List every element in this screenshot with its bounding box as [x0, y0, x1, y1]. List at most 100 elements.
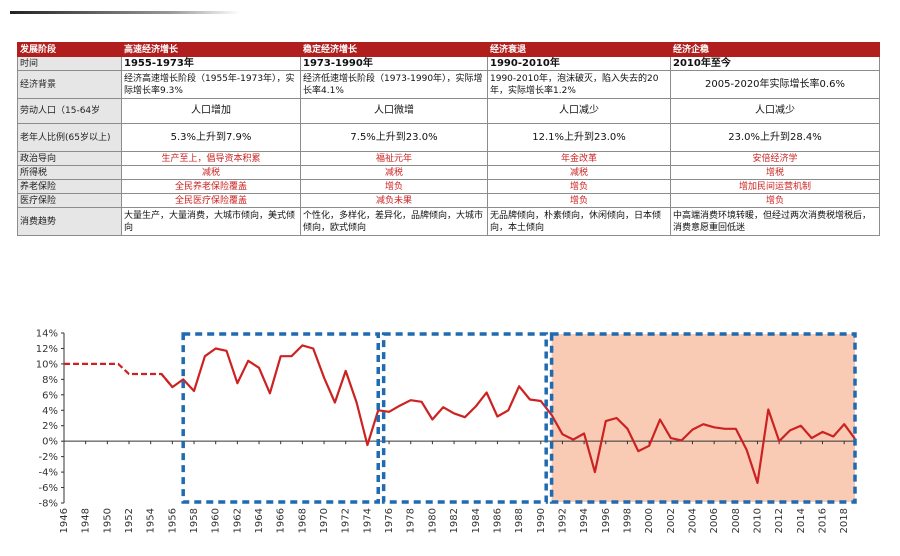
x-tick-label: 1958 — [189, 508, 200, 533]
x-tick-label: 1972 — [341, 508, 352, 533]
header-cell: 经济企稳 — [670, 42, 880, 57]
table-header-row: 发展阶段 高速经济增长 稳定经济增长 经济衰退 经济企稳 — [17, 42, 880, 57]
x-tick-label: 1988 — [514, 508, 525, 533]
table-cell: 增负 — [487, 193, 671, 208]
table-cell: 12.1%上升到23.0% — [487, 123, 671, 152]
table-cell: 人口减少 — [670, 98, 880, 124]
title-rule — [10, 11, 240, 14]
table-cell: 增负 — [300, 179, 488, 194]
y-tick-label: -2% — [39, 452, 58, 463]
table-cell: 减税 — [300, 165, 488, 180]
y-tick-label: 2% — [42, 421, 58, 432]
row-label: 医疗保险 — [17, 193, 122, 208]
table-cell: 生产至上，倡导资本积累 — [121, 151, 301, 166]
y-tick-label: 14% — [36, 329, 58, 340]
table-cell: 减税 — [121, 165, 301, 180]
y-tick-label: 0% — [42, 437, 58, 448]
y-tick-label: 8% — [42, 375, 58, 386]
y-tick-label: -6% — [39, 483, 58, 494]
x-tick-label: 2012 — [774, 508, 785, 533]
table-cell: 大量生产，大量消费，大城市倾向，美式倾向 — [121, 207, 301, 236]
x-tick-label: 1970 — [319, 508, 330, 533]
row-label: 劳动人口（15-64岁 — [17, 98, 122, 124]
y-tick-label: 10% — [36, 359, 58, 370]
x-tick-label: 1968 — [297, 508, 308, 533]
x-tick-label: 1960 — [211, 508, 222, 533]
table-cell: 年金改革 — [487, 151, 671, 166]
table-cell: 人口微增 — [300, 98, 488, 124]
series-line-dashed — [64, 362, 174, 388]
table-cell: 2010年至今 — [670, 56, 880, 71]
table-cell: 福祉元年 — [300, 151, 488, 166]
phase-box — [381, 332, 548, 504]
header-cell: 经济衰退 — [487, 42, 671, 57]
x-tick-label: 1980 — [427, 508, 438, 533]
phase-box — [549, 332, 857, 504]
table-cell: 5.3%上升到7.9% — [121, 123, 301, 152]
x-tick-label: 1982 — [449, 508, 460, 533]
row-label: 养老保险 — [17, 179, 122, 194]
table-cell: 经济高速增长阶段（1955年-1973年），实际增长率9.3% — [121, 70, 301, 99]
table-cell: 减税 — [487, 165, 671, 180]
table-cell: 全民医疗保险覆盖 — [121, 193, 301, 208]
y-tick-label: -8% — [39, 499, 58, 510]
x-tick-label: 1954 — [146, 508, 157, 533]
table-cell: 人口增加 — [121, 98, 301, 124]
x-tick-label: 2008 — [731, 508, 742, 533]
table-row: 老年人比例(65岁以上) 5.3%上升到7.9% 7.5%上升到23.0% 12… — [17, 123, 880, 152]
table-cell: 安倍经济学 — [670, 151, 880, 166]
x-tick-label: 2000 — [644, 508, 655, 533]
table-cell: 中高端消费环境转暖，但经过两次消费税增税后，消费意愿重回低迷 — [670, 207, 880, 236]
x-tick-label: 1946 — [59, 508, 70, 533]
x-tick-label: 1992 — [557, 508, 568, 533]
header-cell: 稳定经济增长 — [300, 42, 488, 57]
growth-rate-chart: 14% 12% 10% 8% 6% 4% 2% 0% -2% -4% -6% -8% 1946 1948… — [36, 329, 857, 533]
x-tick-label: 2004 — [687, 508, 698, 533]
table-row: 经济背景 经济高速增长阶段（1955年-1973年），实际增长率9.3% 经济低… — [17, 70, 880, 99]
table-cell: 2005-2020年实际增长率0.6% — [670, 70, 880, 99]
x-tick-label: 2006 — [709, 508, 720, 533]
series-line-solid — [160, 344, 856, 484]
table-row: 养老保险 全民养老保险覆盖 增负 增负 增加民间运营机制 — [17, 179, 880, 194]
table-row: 时间 1955-1973年 1973-1990年 1990-2010年 2010… — [17, 56, 880, 71]
table-cell: 7.5%上升到23.0% — [300, 123, 488, 152]
x-tick-label: 1964 — [254, 508, 265, 533]
table-cell: 无品牌倾向，朴素倾向，休闲倾向，日本倾向，本土倾向 — [487, 207, 671, 236]
x-tick-label: 1948 — [81, 508, 92, 533]
table-row: 劳动人口（15-64岁 人口增加 人口微增 人口减少 人口减少 — [17, 98, 880, 124]
table-row: 消费趋势 大量生产，大量消费，大城市倾向，美式倾向 个性化，多样化，差异化，品牌… — [17, 207, 880, 236]
table-cell: 1973-1990年 — [300, 56, 488, 71]
x-tick-label: 1962 — [232, 508, 243, 533]
table-cell: 1990-2010年 — [487, 56, 671, 71]
table-cell: 23.0%上升到28.4% — [670, 123, 880, 152]
y-tick-label: 4% — [42, 406, 58, 417]
x-tick-label: 1990 — [536, 508, 547, 533]
x-tick-label: 2016 — [817, 508, 828, 533]
table-row: 医疗保险 全民医疗保险覆盖 减负未果 增负 增负 — [17, 193, 880, 208]
phase-box — [181, 332, 380, 504]
x-tick-label: 1956 — [167, 508, 178, 533]
table-row: 政治导向 生产至上，倡导资本积累 福祉元年 年金改革 安倍经济学 — [17, 151, 880, 166]
table-cell: 经济低速增长阶段（1973-1990年），实际增长率4.1% — [300, 70, 488, 99]
table-cell: 减负未果 — [300, 193, 488, 208]
table-row: 所得税 减税 减税 减税 增税 — [17, 165, 880, 180]
x-tick-label: 1974 — [362, 508, 373, 533]
y-tick-label: 12% — [36, 344, 58, 355]
y-tick-label: -4% — [39, 468, 58, 479]
row-label: 经济背景 — [17, 70, 122, 99]
y-tick-label: 6% — [42, 390, 58, 401]
row-label: 所得税 — [17, 165, 122, 180]
x-tick-label: 2010 — [752, 508, 763, 533]
x-tick-label: 1966 — [276, 508, 287, 533]
x-tick-label: 1950 — [102, 508, 113, 533]
x-tick-label: 1978 — [406, 508, 417, 533]
table-cell: 全民养老保险覆盖 — [121, 179, 301, 194]
x-tick-label: 1996 — [601, 508, 612, 533]
x-tick-label: 1976 — [384, 508, 395, 533]
row-label: 政治导向 — [17, 151, 122, 166]
x-tick-label: 2018 — [839, 508, 850, 533]
x-tick-label: 1994 — [579, 508, 590, 533]
table-cell: 增负 — [487, 179, 671, 194]
row-label: 时间 — [17, 56, 122, 71]
x-tick-label: 1952 — [124, 508, 135, 533]
